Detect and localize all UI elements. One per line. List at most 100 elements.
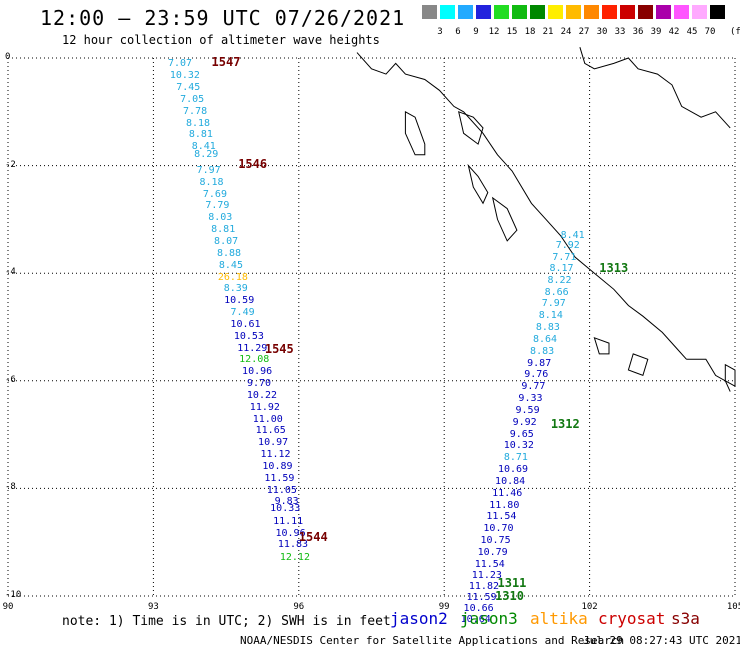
island-outline xyxy=(627,353,649,377)
wave-height-label: 8.18 xyxy=(185,117,211,129)
island-outline xyxy=(404,110,426,156)
wave-height-label: 11.05 xyxy=(266,484,297,496)
scale-label: 27 xyxy=(578,27,590,37)
wave-height-label: 8.41 xyxy=(560,229,585,241)
coastline-segment xyxy=(356,52,687,360)
wave-height-label: 8.07 xyxy=(214,235,239,247)
scale-label: 30 xyxy=(596,27,608,37)
wave-height-label: 10.64 xyxy=(460,614,491,626)
lat-tick-label: -2 xyxy=(5,159,16,170)
scale-label: 24 xyxy=(560,27,572,37)
wave-height-label: 8.41 xyxy=(191,141,216,153)
scale-label: 36 xyxy=(632,27,644,37)
lon-tick-label: 99 xyxy=(438,602,450,612)
wave-height-label: 11.46 xyxy=(492,487,523,499)
wave-height-label: 8.81 xyxy=(211,224,236,236)
wave-height-label: 8.64 xyxy=(532,333,558,345)
wave-height-label: 10.70 xyxy=(483,523,514,535)
lon-tick-label: 102 xyxy=(581,602,598,612)
credit-text: NOAA/NESDIS Center for Satellite Applica… xyxy=(240,634,625,647)
wave-height-label: 9.70 xyxy=(247,378,272,390)
wave-height-label: 11.59 xyxy=(466,591,497,603)
lat-tick-label: -4 xyxy=(5,267,16,278)
wave-height-label: 12.12 xyxy=(279,552,310,564)
scale-label: 15 xyxy=(506,27,518,37)
wave-height-label: 8.14 xyxy=(538,310,563,322)
scale-label: 42 xyxy=(668,27,680,37)
wave-height-label: 8.66 xyxy=(544,286,569,298)
wave-height-label: 10.96 xyxy=(275,527,306,539)
lat-tick-label: -6 xyxy=(5,374,16,385)
wave-height-label: 8.83 xyxy=(535,322,560,334)
pass-number-label: 1310 xyxy=(495,589,524,603)
scale-label: 9 xyxy=(473,27,479,37)
wave-height-label: 11.82 xyxy=(468,580,499,592)
wave-height-label: 8.88 xyxy=(216,247,242,259)
timestamp: Jul 29 08:27:43 UTC 2021 xyxy=(583,634,740,647)
wave-height-label: 10.22 xyxy=(246,389,278,401)
wave-height-label: 11.83 xyxy=(277,539,309,551)
wave-height-label: 8.39 xyxy=(223,283,248,295)
lon-tick-label: 93 xyxy=(147,602,159,612)
scale-label: 18 xyxy=(524,27,536,37)
wave-height-label: 7.07 xyxy=(168,58,193,70)
wave-height-label: 8.22 xyxy=(547,274,572,286)
pass-number-label: 1547 xyxy=(211,55,241,70)
wave-height-label: 11.59 xyxy=(264,472,295,484)
wave-height-label: 10.75 xyxy=(480,535,511,547)
scale-label: 12 xyxy=(488,27,500,37)
island-outline xyxy=(458,111,484,145)
island-outline xyxy=(467,163,489,205)
wave-height-label: 10.96 xyxy=(242,366,273,378)
scale-label: 6 xyxy=(455,27,461,37)
lat-tick-label: -10 xyxy=(5,590,22,600)
island-outline xyxy=(491,196,518,242)
wave-height-label: 10.69 xyxy=(497,464,529,476)
wave-height-label: 12.08 xyxy=(239,354,270,366)
scale-swatch xyxy=(512,5,527,19)
scale-label: 70 xyxy=(704,27,716,37)
wave-height-label: 9.77 xyxy=(521,381,546,393)
wave-height-label: 7.05 xyxy=(180,93,205,105)
wave-height-label: 10.61 xyxy=(230,318,261,330)
wave-height-label: 26.18 xyxy=(217,271,248,283)
wave-height-label: 11.54 xyxy=(486,511,517,523)
footer-note: note: 1) Time is in UTC; 2) SWH is in fe… xyxy=(62,614,391,629)
wave-height-label: 10.79 xyxy=(477,546,508,558)
pass-number-label: 1545 xyxy=(264,341,294,356)
scale-unit: (ft) xyxy=(730,27,740,37)
wave-height-label: 7.92 xyxy=(555,240,580,252)
scale-swatch xyxy=(566,5,581,19)
wave-height-label: 9.65 xyxy=(509,428,534,440)
lat-tick-label: 0 xyxy=(5,52,11,62)
wave-height-label: 10.33 xyxy=(270,502,301,514)
wave-height-label: 9.33 xyxy=(518,393,543,405)
wave-height-label: 7.79 xyxy=(205,200,230,212)
wave-height-label: 10.66 xyxy=(463,602,494,614)
lon-tick-label: 105 xyxy=(726,602,740,612)
wave-height-label: 11.80 xyxy=(489,499,520,511)
wave-height-label: 11.54 xyxy=(474,558,505,570)
plot-frame xyxy=(8,58,735,596)
scale-swatch xyxy=(710,5,725,19)
wave-height-label: 11.65 xyxy=(255,425,286,437)
title: 12:00 – 23:59 UTC 07/26/2021 xyxy=(40,6,406,30)
wave-height-label: 7.97 xyxy=(196,164,221,176)
wave-height-label: 8.18 xyxy=(199,176,224,188)
pass-number-label: 1311 xyxy=(497,575,527,590)
wave-height-label: 10.32 xyxy=(503,440,534,452)
wave-height-label: 11.29 xyxy=(237,342,268,354)
pass-number-label: 1544 xyxy=(298,529,328,544)
wave-height-label: 10.89 xyxy=(262,460,293,472)
wave-height-label: 8.17 xyxy=(549,263,574,275)
wave-height-label: 11.00 xyxy=(252,413,283,425)
scale-swatch xyxy=(692,5,707,19)
grid-lines xyxy=(7,57,736,597)
scale-label: 21 xyxy=(542,27,554,37)
coastline-segment xyxy=(686,358,731,392)
wave-height-label: 7.71 xyxy=(552,252,577,264)
lon-tick-label: 90 xyxy=(2,602,14,612)
coastline xyxy=(356,47,736,392)
wave-height-label: 8.03 xyxy=(208,212,233,224)
satellite-legend-item: altika xyxy=(530,609,588,628)
